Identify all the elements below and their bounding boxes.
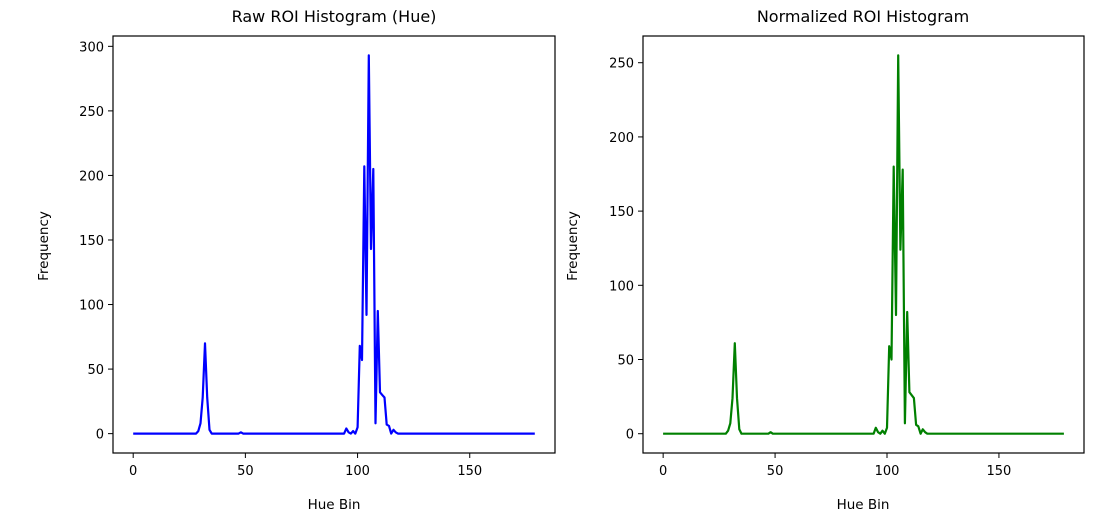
raw-histogram-ytick-label: 0 (96, 428, 104, 443)
raw-histogram-xtick-label: 0 (129, 464, 137, 479)
raw-histogram-ytick-label: 300 (79, 40, 104, 55)
normalized-histogram-ytick-label: 0 (626, 428, 634, 443)
raw-histogram-title: Raw ROI Histogram (Hue) (232, 7, 437, 26)
raw-histogram-ytick-label: 150 (79, 234, 104, 249)
normalized-histogram-ytick-label: 250 (609, 57, 634, 72)
raw-histogram-xtick-label: 100 (345, 464, 370, 479)
normalized-histogram-ytick-label: 150 (609, 205, 634, 220)
normalized-histogram-ytick-label: 200 (609, 131, 634, 146)
raw-histogram-xtick-label: 150 (457, 464, 482, 479)
raw-histogram-ylabel: Frequency (36, 211, 52, 281)
raw-histogram-frame (112, 35, 556, 454)
normalized-histogram-panel: Normalized ROI Histogram Hue Bin Frequen… (565, 7, 1085, 511)
normalized-histogram-ytick-label: 100 (609, 279, 634, 294)
normalized-histogram-title: Normalized ROI Histogram (757, 7, 969, 26)
raw-histogram-ytick-label: 250 (79, 105, 104, 120)
raw-histogram-ytick-label: 200 (79, 169, 104, 184)
raw-histogram-ytick-label: 100 (79, 299, 104, 314)
raw-histogram-xlabel: Hue Bin (308, 497, 361, 511)
normalized-histogram-xtick-label: 50 (767, 464, 784, 479)
raw-histogram-ytick-label: 50 (87, 363, 104, 378)
normalized-histogram-xtick-label: 150 (987, 464, 1012, 479)
normalized-histogram-xtick-label: 100 (875, 464, 900, 479)
raw-histogram-panel: Raw ROI Histogram (Hue) Hue Bin Frequenc… (36, 7, 556, 511)
raw-histogram-ticks: 0 50 100 150 0 50 100 150 200 250 300 (79, 40, 482, 479)
normalized-histogram-ticks: 0 50 100 150 0 50 100 150 200 250 (609, 57, 1011, 479)
normalized-histogram-xlabel: Hue Bin (837, 497, 890, 511)
normalized-histogram-frame (642, 35, 1085, 454)
normalized-histogram-ytick-label: 50 (617, 354, 634, 369)
normalized-histogram-xtick-label: 0 (659, 464, 667, 479)
raw-histogram-xtick-label: 50 (237, 464, 254, 479)
normalized-histogram-line (663, 54, 1064, 435)
raw-histogram-line (133, 54, 535, 435)
normalized-histogram-ylabel: Frequency (565, 211, 581, 281)
